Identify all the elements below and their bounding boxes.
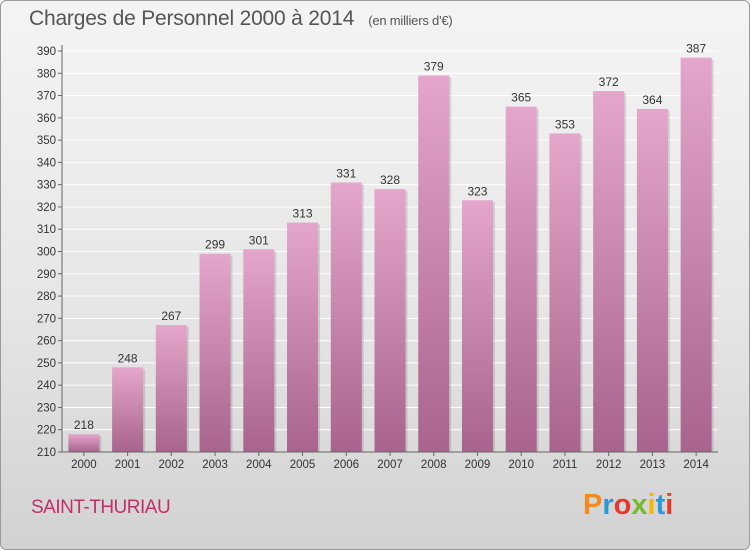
logo-letter: i <box>647 489 656 521</box>
y-tick-label: 250 <box>37 358 56 370</box>
bar-value-label: 365 <box>511 91 531 105</box>
bar <box>155 325 187 452</box>
bar <box>461 200 493 452</box>
bar-value-label: 379 <box>424 60 444 74</box>
y-tick-label: 350 <box>37 135 56 147</box>
x-tick-label: 2004 <box>246 459 272 471</box>
bar <box>593 91 625 452</box>
bar <box>418 75 450 452</box>
bar <box>680 57 712 452</box>
chart-title-text: Charges de Personnel 2000 à 2014 <box>29 7 355 30</box>
labels: 210 220 230 240 250 260 270 280 290 300 310 320 330 3… <box>37 42 710 471</box>
y-tick-label: 210 <box>37 447 56 459</box>
x-tick-label: 2012 <box>596 459 622 471</box>
bar-value-label: 248 <box>118 351 138 365</box>
y-tick-label: 390 <box>37 46 56 58</box>
x-tick-label: 2009 <box>465 459 491 471</box>
bar <box>374 189 406 452</box>
bar-value-label: 299 <box>205 238 225 252</box>
logo-letter: P <box>583 489 603 521</box>
bar <box>68 434 100 452</box>
y-tick-label: 330 <box>37 180 56 192</box>
bar-value-label: 372 <box>599 75 619 89</box>
bar <box>505 106 537 452</box>
logo-letter: i <box>665 489 674 521</box>
bar <box>112 367 144 452</box>
y-tick-label: 370 <box>37 91 56 103</box>
bar <box>287 222 319 452</box>
x-tick-label: 2010 <box>508 459 534 471</box>
x-tick-label: 2005 <box>290 459 316 471</box>
chart-title: Charges de Personnel 2000 à 2014 (en mill… <box>29 7 453 31</box>
logo-letter: t <box>655 489 666 521</box>
y-tick-label: 230 <box>37 402 56 414</box>
y-tick-label: 240 <box>37 380 56 392</box>
y-tick-label: 320 <box>37 202 56 214</box>
bar <box>199 253 231 452</box>
proxiti-logo: Proxiti <box>583 489 673 522</box>
axes <box>58 45 718 456</box>
bar <box>330 182 362 452</box>
x-tick-label: 2014 <box>683 459 709 471</box>
y-tick-label: 310 <box>37 224 56 236</box>
y-tick-label: 340 <box>37 157 56 169</box>
bar <box>549 133 581 452</box>
chart-subtitle: (en milliers d'€) <box>368 13 453 28</box>
y-tick-label: 220 <box>37 425 56 437</box>
bar-value-label: 267 <box>161 309 181 323</box>
bar <box>243 249 275 452</box>
y-tick-label: 360 <box>37 113 56 125</box>
bar-value-label: 387 <box>686 42 706 56</box>
y-tick-label: 260 <box>37 336 56 348</box>
x-tick-label: 2007 <box>377 459 403 471</box>
x-tick-label: 2002 <box>159 459 185 471</box>
logo-letter: r <box>602 489 614 521</box>
y-tick-label: 290 <box>37 269 56 281</box>
bar-value-label: 323 <box>467 184 487 198</box>
logo-letter: o <box>613 489 632 521</box>
y-tick-label: 280 <box>37 291 56 303</box>
bar-value-label: 218 <box>74 418 94 432</box>
municipality-name: SAINT-THURIAU <box>31 497 171 518</box>
bar-value-label: 313 <box>293 207 313 221</box>
bar-value-label: 353 <box>555 117 575 131</box>
bars <box>68 57 714 452</box>
y-tick-label: 300 <box>37 247 56 259</box>
x-tick-label: 2001 <box>115 459 141 471</box>
bar-value-label: 331 <box>336 166 356 180</box>
x-tick-label: 2008 <box>421 459 447 471</box>
x-tick-label: 2013 <box>640 459 666 471</box>
x-tick-label: 2003 <box>202 459 228 471</box>
x-tick-label: 2006 <box>333 459 359 471</box>
y-tick-label: 270 <box>37 313 56 325</box>
y-tick-label: 380 <box>37 68 56 80</box>
x-tick-label: 2000 <box>71 459 97 471</box>
bar-value-label: 301 <box>249 233 269 247</box>
logo-letter: x <box>631 489 648 521</box>
x-tick-label: 2011 <box>553 459 578 471</box>
bar <box>636 108 668 452</box>
bar-value-label: 364 <box>642 93 662 107</box>
bar-value-label: 328 <box>380 173 400 187</box>
